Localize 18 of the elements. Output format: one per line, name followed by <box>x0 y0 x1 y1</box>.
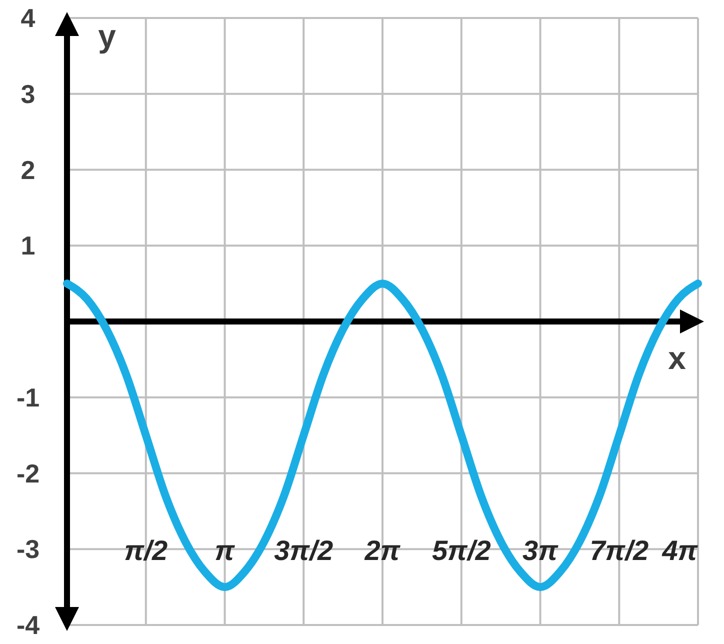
x-tick-label: π/2 <box>124 535 168 566</box>
y-tick-label: -3 <box>16 534 40 564</box>
y-axis-title: y <box>98 18 116 54</box>
x-tick-label: 3π <box>522 535 560 566</box>
x-tick-label: 4π <box>661 535 699 566</box>
x-tick-label: 5π/2 <box>432 535 492 566</box>
x-tick-label: 3π/2 <box>274 535 334 566</box>
y-tick-label: -1 <box>16 382 40 412</box>
x-tick-label: π <box>214 535 236 566</box>
x-tick-label: 2π <box>364 535 402 566</box>
y-tick-label: -4 <box>16 610 40 640</box>
y-tick-label: 2 <box>20 154 36 185</box>
y-tick-label: 4 <box>20 3 36 33</box>
y-tick-label: -2 <box>16 458 40 488</box>
x-axis-title: x <box>668 340 686 376</box>
x-tick-label: 7π/2 <box>590 535 650 566</box>
y-tick-label: 1 <box>20 230 36 261</box>
y-tick-label: 3 <box>20 78 36 109</box>
